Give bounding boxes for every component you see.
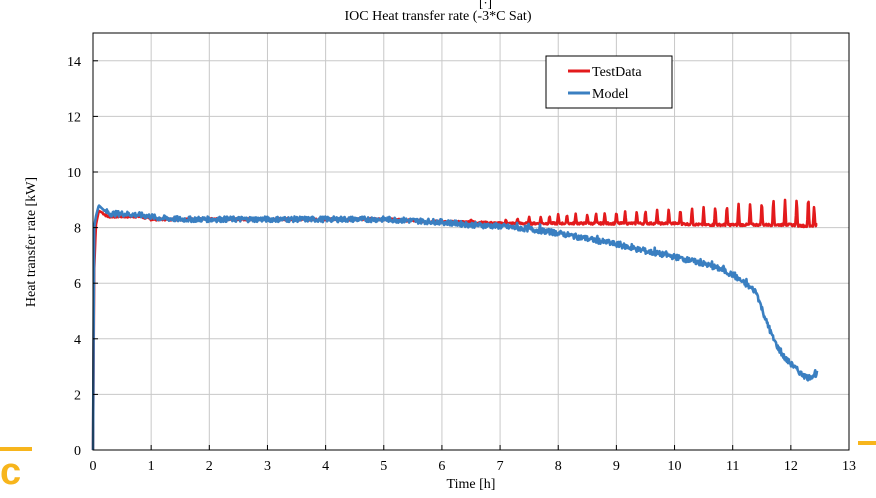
series-layer [91, 198, 819, 451]
brand-logo-bar [0, 447, 32, 451]
y-tick-label: 4 [74, 333, 81, 348]
clipped-text-fragment: [·] [479, 0, 492, 10]
legend-label-model: Model [592, 87, 629, 102]
legend-box [545, 55, 673, 109]
y-tick-label: 8 [74, 222, 81, 237]
x-tick-label: 13 [842, 459, 856, 474]
x-tick-label: 12 [784, 459, 798, 474]
brand-logo-letter: c [0, 451, 22, 493]
x-tick-label: 1 [148, 459, 155, 474]
x-tick-label: 0 [90, 459, 97, 474]
plot-area [93, 33, 849, 450]
chart-title: IOC Heat transfer rate (-3*C Sat) [344, 9, 532, 24]
brand-accent-bar [858, 441, 876, 445]
x-tick-label: 5 [380, 459, 387, 474]
x-axis-label: Time [h] [446, 477, 496, 492]
x-tick-label: 8 [555, 459, 562, 474]
y-tick-label: 0 [74, 444, 81, 459]
x-tick-label: 4 [322, 459, 329, 474]
y-tick-label: 2 [74, 388, 81, 403]
series-model-line [91, 204, 819, 451]
y-tick-label: 14 [67, 55, 81, 70]
legend-label-testdata: TestData [592, 65, 642, 80]
x-tick-label: 3 [264, 459, 271, 474]
plot-frame [92, 32, 850, 451]
x-tick-label: 11 [726, 459, 739, 474]
x-tick-label: 2 [206, 459, 213, 474]
x-tick-label: 10 [668, 459, 682, 474]
chart-title-area: [·] IOC Heat transfer rate (-3*C Sat) [0, 0, 876, 25]
y-tick-label: 12 [67, 110, 81, 125]
y-axis-label: Heat transfer rate [kW] [24, 176, 39, 308]
x-tick-label: 7 [497, 459, 504, 474]
brand-logo-fragment: c [0, 447, 38, 498]
legend: TestData Model [545, 55, 673, 109]
x-tick-label: 9 [613, 459, 620, 474]
y-tick-label: 6 [74, 277, 81, 292]
y-tick-label: 10 [67, 166, 81, 181]
x-tick-label: 6 [438, 459, 445, 474]
